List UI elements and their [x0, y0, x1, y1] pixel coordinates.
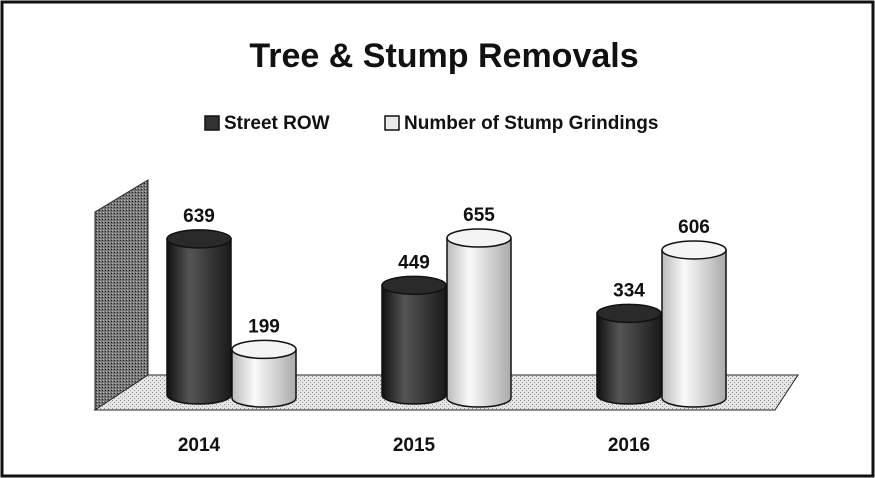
bar: [661, 249, 727, 408]
legend-label: Street ROW: [224, 113, 330, 134]
legend-label: Number of Stump Grindings: [404, 113, 658, 134]
bar-top: [231, 339, 297, 360]
bar-top: [661, 240, 727, 260]
data-label: 606: [678, 217, 710, 238]
legend: Street ROW Number of Stump Grindings: [204, 113, 658, 134]
x-tick-label: 2014: [178, 435, 221, 456]
bar: [381, 284, 447, 405]
bar: [166, 238, 232, 405]
legend-swatch: [384, 115, 400, 131]
data-label: 449: [398, 252, 430, 273]
bar-top: [381, 275, 447, 296]
x-tick-label: 2016: [608, 435, 650, 456]
bar-top: [166, 229, 232, 249]
bar: [231, 348, 297, 408]
bar-top: [596, 303, 662, 324]
chart-title: Tree & Stump Removals: [249, 37, 638, 75]
x-tick-label: 2015: [393, 435, 436, 456]
bar-top: [446, 228, 512, 248]
data-label: 655: [463, 205, 495, 226]
bar: [446, 237, 512, 408]
data-label: 334: [613, 280, 645, 301]
legend-swatch: [204, 115, 220, 131]
data-label: 639: [183, 206, 215, 227]
back-wall: [94, 179, 149, 411]
data-label: 199: [248, 316, 280, 337]
bar: [596, 312, 662, 405]
